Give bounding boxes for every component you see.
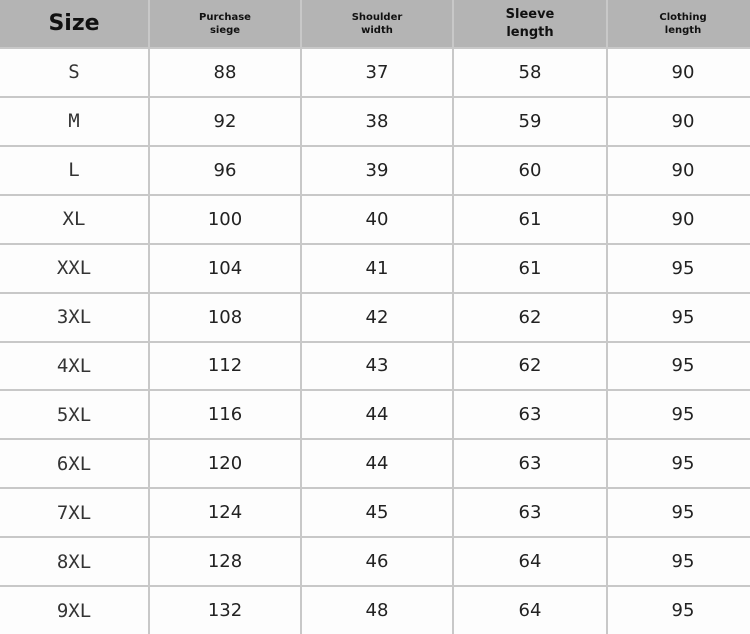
- header-cell: Shoulder width: [302, 0, 452, 47]
- size-cell: 3XL: [0, 293, 148, 341]
- size-cell: XXL: [0, 244, 148, 292]
- measure-cell: 108: [150, 293, 300, 341]
- measure-cell: 42: [302, 293, 452, 341]
- measure-cell: 39: [302, 146, 452, 194]
- header-cell: Sleeve length: [454, 0, 606, 47]
- measure-cell: 88: [150, 49, 300, 96]
- measure-cell: 59: [454, 97, 606, 145]
- measure-cell: 95: [608, 538, 750, 586]
- measure-cell: 46: [302, 538, 452, 586]
- size-cell: L: [0, 146, 148, 194]
- measure-cell: 95: [608, 391, 750, 439]
- size-cell: 4XL: [0, 342, 148, 390]
- size-cell: 5XL: [0, 391, 148, 439]
- measure-cell: 124: [150, 489, 300, 537]
- measure-cell: 63: [454, 391, 606, 439]
- measure-cell: 64: [454, 538, 606, 586]
- measure-cell: 64: [454, 587, 606, 634]
- measure-cell: 41: [302, 244, 452, 292]
- measure-cell: 100: [150, 195, 300, 243]
- size-cell: 8XL: [0, 538, 148, 586]
- measure-cell: 44: [302, 391, 452, 439]
- measure-cell: 95: [608, 293, 750, 341]
- measure-cell: 112: [150, 342, 300, 390]
- measure-cell: 45: [302, 489, 452, 537]
- measure-cell: 60: [454, 146, 606, 194]
- size-cell: 6XL: [0, 440, 148, 488]
- measure-cell: 58: [454, 49, 606, 96]
- measure-cell: 96: [150, 146, 300, 194]
- measure-cell: 116: [150, 391, 300, 439]
- measure-cell: 43: [302, 342, 452, 390]
- size-cell: M: [0, 97, 148, 145]
- measure-cell: 48: [302, 587, 452, 634]
- header-cell: Size: [0, 0, 148, 47]
- measure-cell: 90: [608, 49, 750, 96]
- measure-cell: 104: [150, 244, 300, 292]
- measure-cell: 128: [150, 538, 300, 586]
- measure-cell: 95: [608, 244, 750, 292]
- measure-cell: 44: [302, 440, 452, 488]
- measure-cell: 90: [608, 195, 750, 243]
- measure-cell: 61: [454, 195, 606, 243]
- measure-cell: 95: [608, 587, 750, 634]
- measure-cell: 63: [454, 440, 606, 488]
- measure-cell: 90: [608, 97, 750, 145]
- header-cell: Clothing length: [608, 0, 750, 47]
- measure-cell: 62: [454, 342, 606, 390]
- measure-cell: 38: [302, 97, 452, 145]
- measure-cell: 95: [608, 342, 750, 390]
- measure-cell: 95: [608, 489, 750, 537]
- size-cell: 9XL: [0, 587, 148, 634]
- size-cell: 7XL: [0, 489, 148, 537]
- measure-cell: 90: [608, 146, 750, 194]
- measure-cell: 95: [608, 440, 750, 488]
- size-cell: S: [0, 49, 148, 96]
- measure-cell: 92: [150, 97, 300, 145]
- measure-cell: 61: [454, 244, 606, 292]
- header-cell: Purchase siege: [150, 0, 300, 47]
- size-cell: XL: [0, 195, 148, 243]
- measure-cell: 37: [302, 49, 452, 96]
- measure-cell: 132: [150, 587, 300, 634]
- measure-cell: 40: [302, 195, 452, 243]
- measure-cell: 62: [454, 293, 606, 341]
- measure-cell: 63: [454, 489, 606, 537]
- measure-cell: 120: [150, 440, 300, 488]
